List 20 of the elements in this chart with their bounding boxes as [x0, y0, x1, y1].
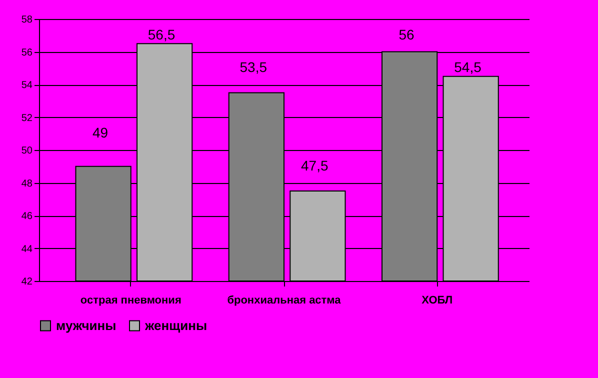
data-label: 49	[92, 124, 108, 141]
y-tick-label: 50	[21, 146, 33, 156]
x-tick-label: ХОБЛ	[422, 294, 453, 306]
data-label: 53,5	[240, 59, 268, 76]
x-tick-label: бронхиальная астма	[227, 294, 342, 306]
y-tick-label: 56	[21, 47, 33, 58]
y-tick-label: 42	[21, 276, 33, 288]
data-label: 54,5	[454, 59, 482, 76]
y-tick-label: 58	[21, 14, 33, 26]
y-tick-label: 46	[21, 211, 33, 222]
y-tick-label: 48	[21, 178, 33, 190]
data-label: 56	[398, 26, 414, 42]
y-tick-label: 52	[21, 112, 33, 124]
y-tick-label: 44	[21, 244, 33, 255]
data-label: 56,5	[148, 26, 176, 42]
y-tick-label: 54	[21, 80, 33, 91]
x-tick-label: острая пневмония	[80, 294, 182, 306]
legend-label: мужчины	[56, 318, 116, 333]
legend-label: женщины	[144, 318, 208, 333]
data-label: 47,5	[301, 157, 328, 174]
